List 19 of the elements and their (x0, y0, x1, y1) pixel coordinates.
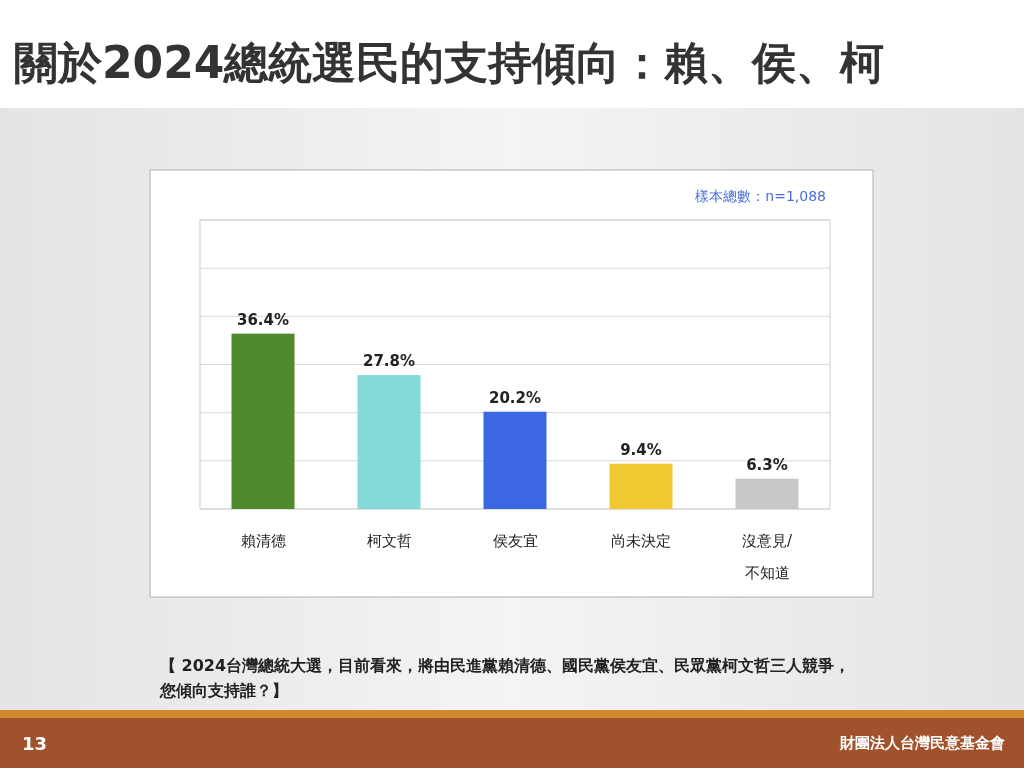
text: 【 2024台灣總統大選，目前看來，將由民進黨賴清德、國民黨侯友宜、民眾黨柯文哲三人競爭，您傾向支持誰？】 (159, 656, 851, 700)
bar (483, 411, 547, 509)
chart-title: 關於2024總統選民的支持傾向：賴、侯、柯 (14, 37, 885, 88)
text: 13 (22, 733, 48, 754)
data-label: 27.8% (362, 352, 416, 371)
bar (231, 333, 295, 509)
x-tick-label: 尚未決定 (611, 532, 671, 550)
bar (357, 375, 421, 509)
data-label: 6.3% (746, 455, 788, 474)
text: 樣本總數：n=1,088 (695, 188, 826, 204)
x-tick-label: 侯友宜 (492, 532, 538, 550)
text: 財團法人台灣民意基金會 (839, 734, 1005, 752)
data-label: 9.4% (620, 440, 662, 459)
x-tick-label: 柯文哲 (366, 532, 412, 550)
x-tick-label: 沒意見/不知道 (741, 532, 793, 582)
x-tick-label: 賴清德 (240, 532, 286, 550)
data-label: 20.2% (488, 388, 542, 407)
data-label: 36.4% (236, 310, 290, 329)
bar (609, 463, 673, 509)
